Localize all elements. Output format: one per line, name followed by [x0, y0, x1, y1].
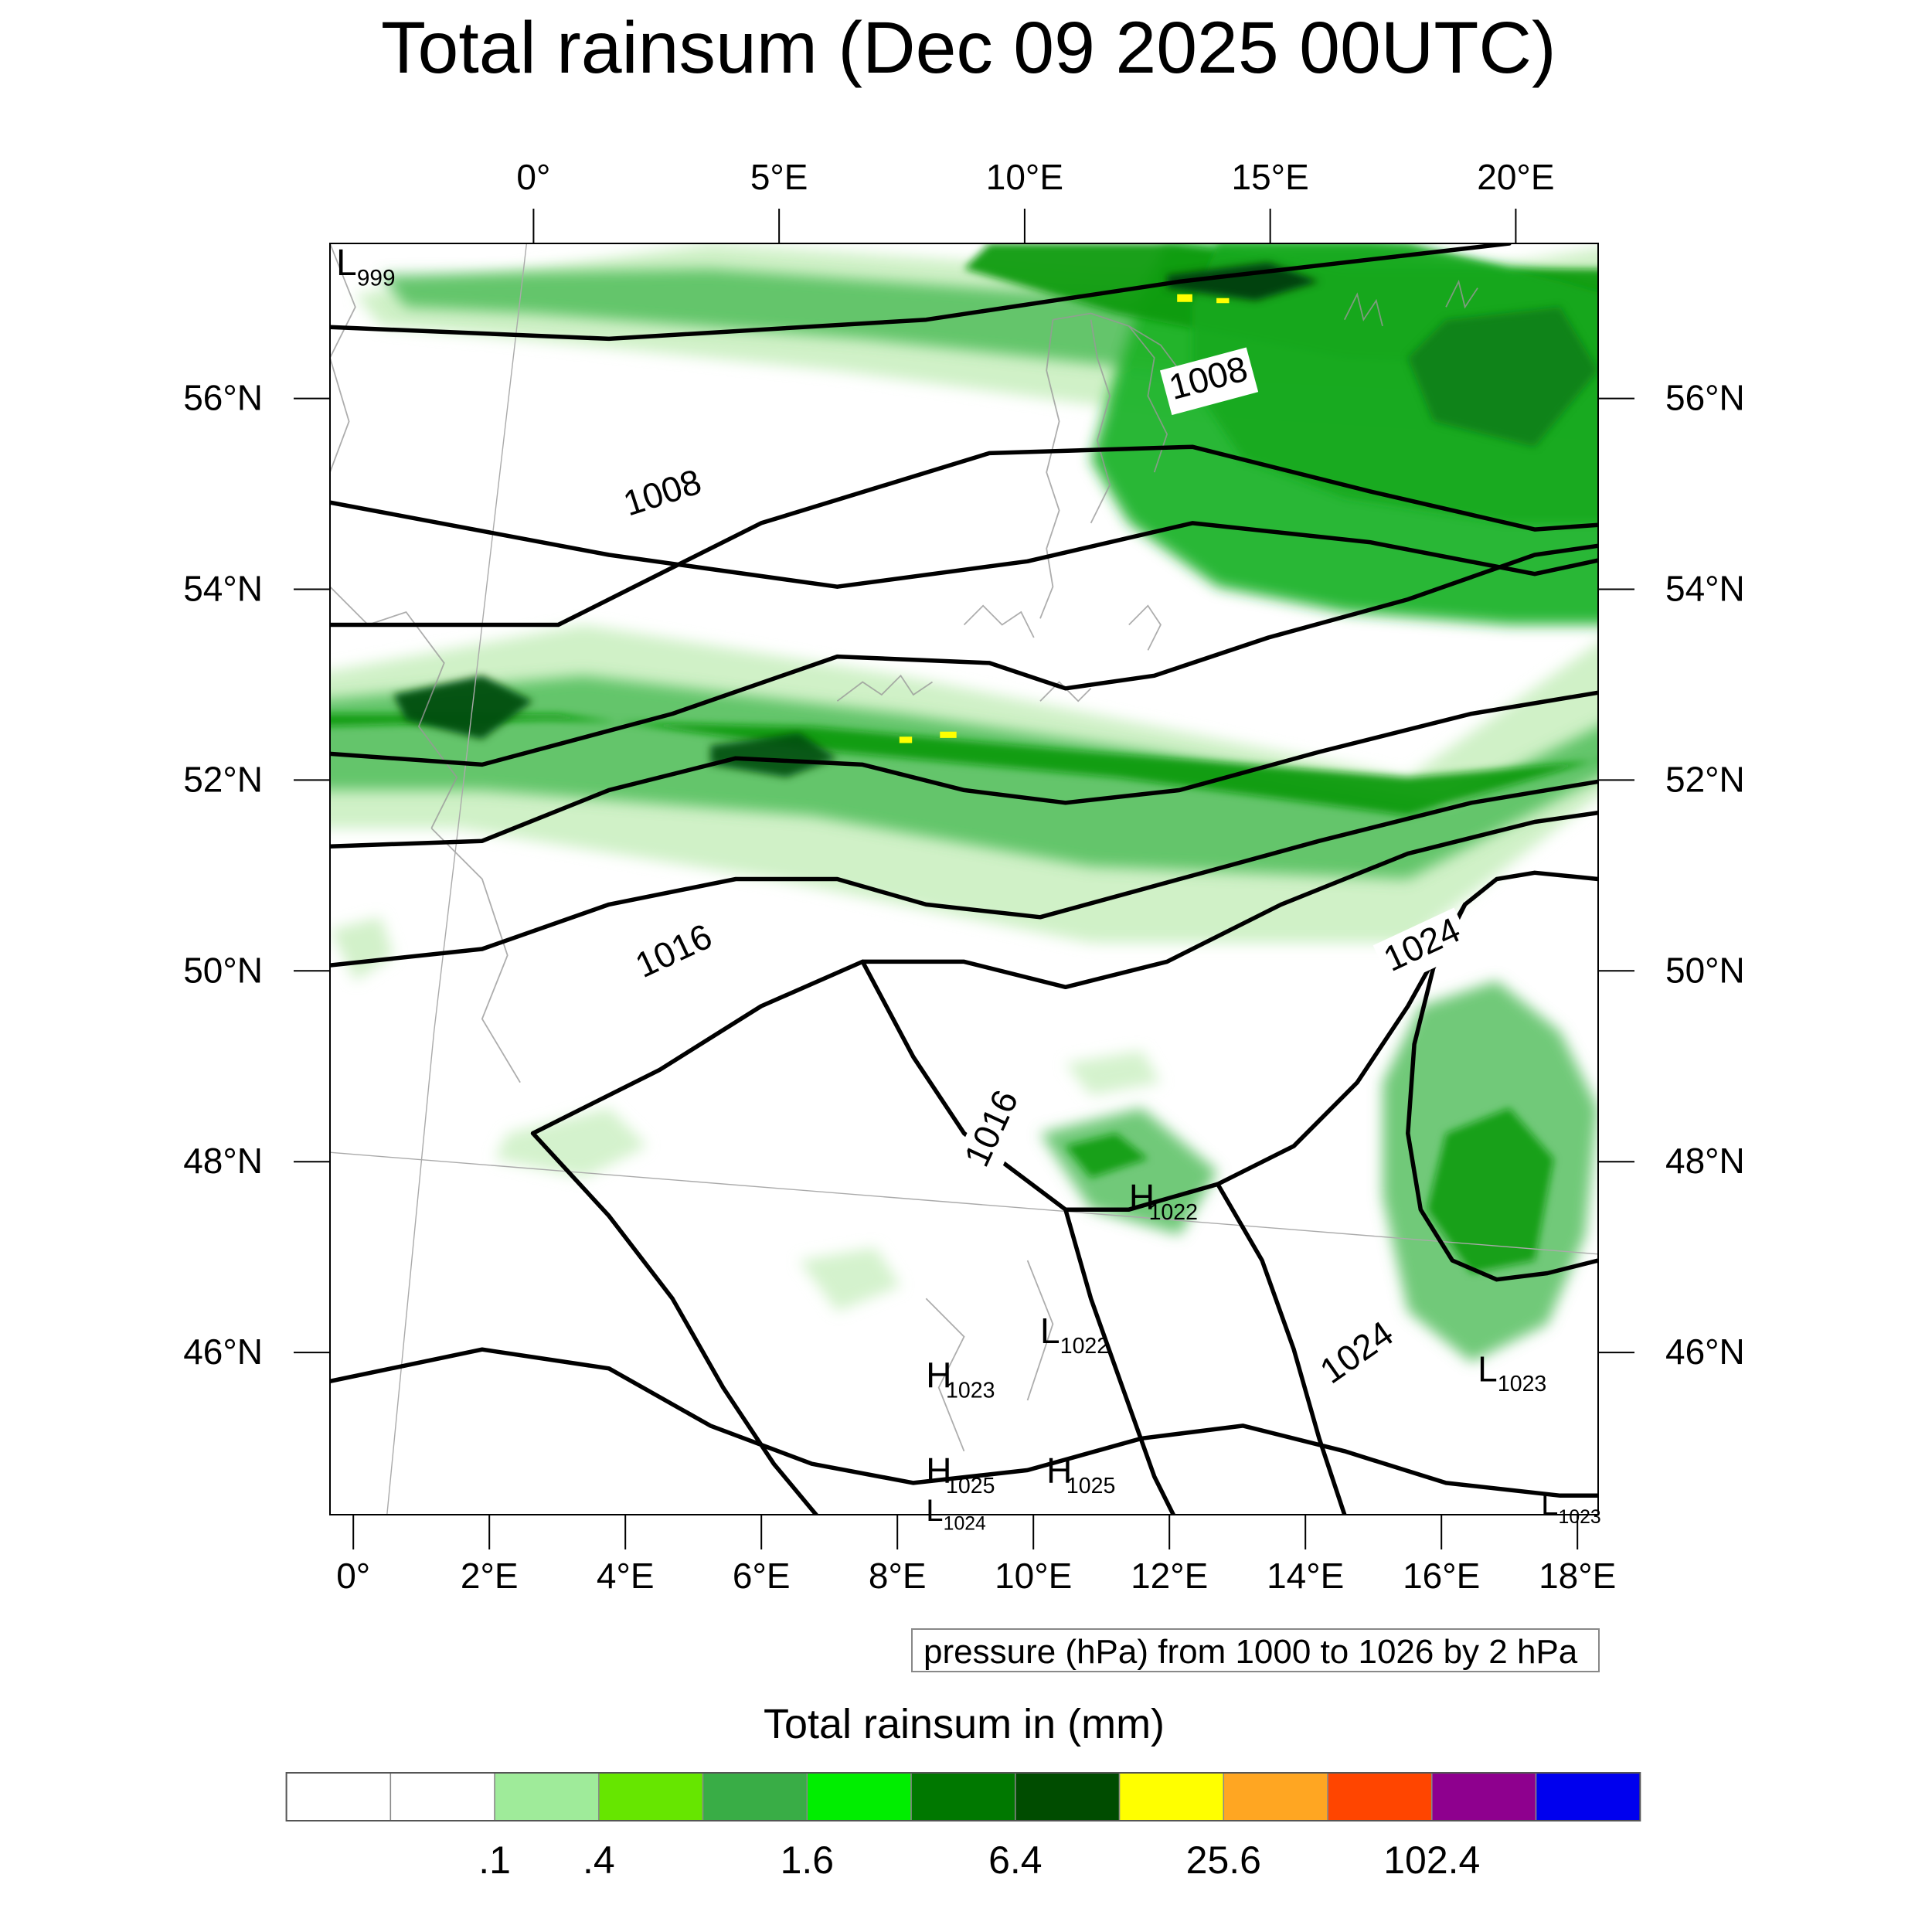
- svg-text:.4: .4: [583, 1838, 615, 1882]
- svg-text:6.4: 6.4: [988, 1838, 1043, 1882]
- svg-text:.1: .1: [478, 1838, 511, 1882]
- svg-text:25.6: 25.6: [1186, 1838, 1261, 1882]
- svg-text:102.4: 102.4: [1383, 1838, 1480, 1882]
- svg-text:1.6: 1.6: [781, 1838, 835, 1882]
